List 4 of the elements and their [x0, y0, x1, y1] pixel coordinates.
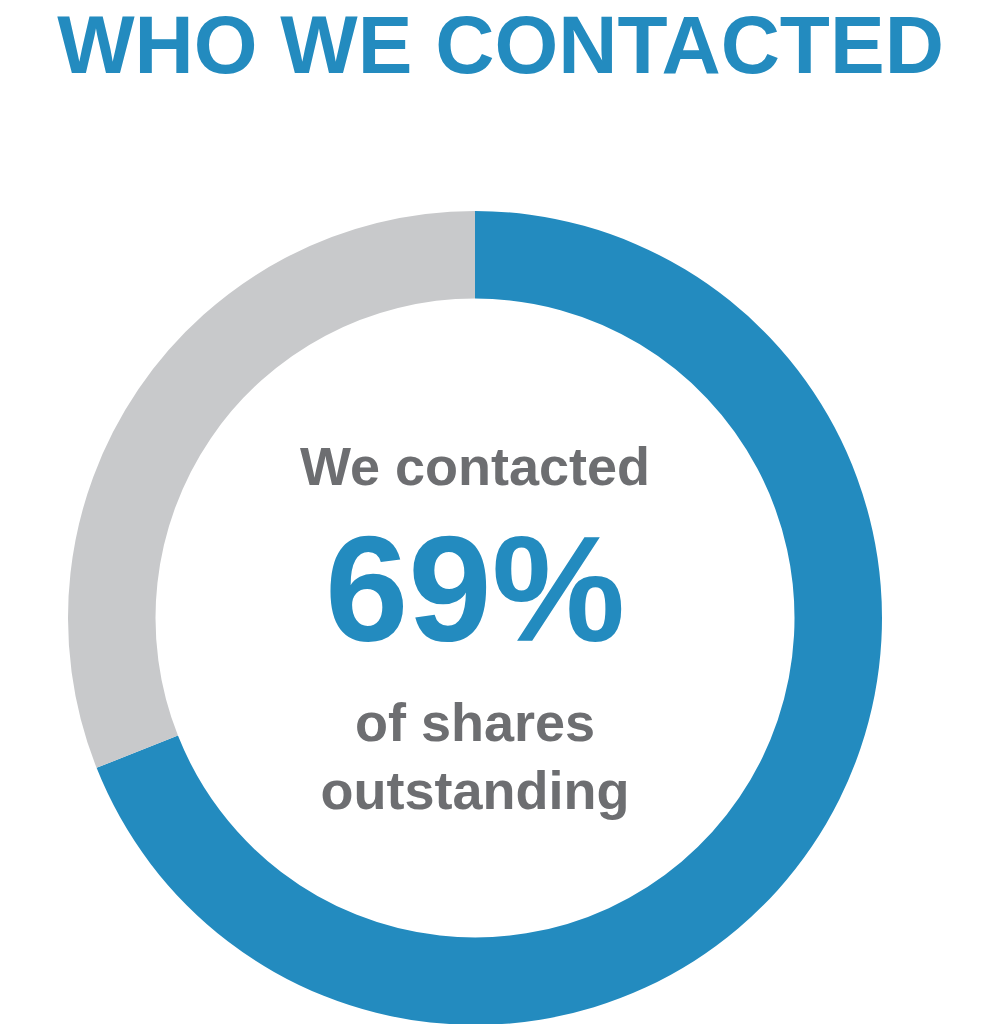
- text: of shares outstanding: [320, 691, 630, 820]
- data-label: 69%: [324, 505, 626, 674]
- chart-title: WHO WE CONTACTED: [56, 0, 945, 90]
- text: We contacted: [299, 435, 651, 496]
